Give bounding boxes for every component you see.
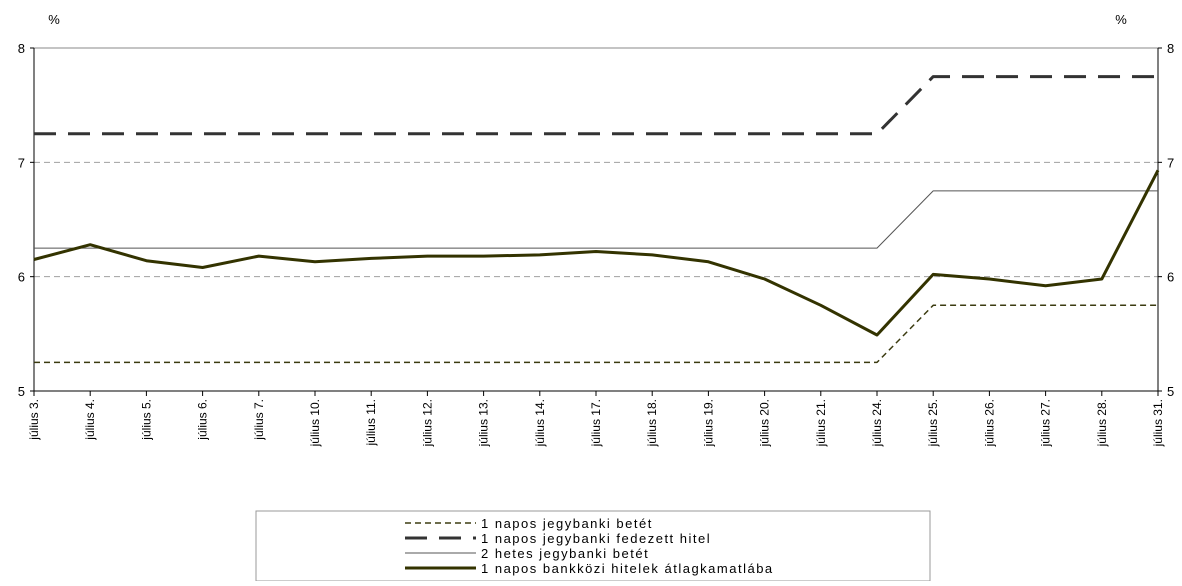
y-tick-label-left: 7 (18, 155, 25, 170)
x-tick-label: július 19. (701, 399, 715, 447)
x-tick-label: július 5. (139, 399, 153, 441)
series-line-4 (33, 169, 1160, 337)
y-tick-label-left: 5 (18, 384, 25, 399)
legend-box (255, 510, 931, 582)
axis-layer: % % 5 5 6 6 7 7 8 8 július 3. július 4. július 5. j… (18, 12, 1174, 447)
x-tick-label: július 17. (589, 399, 603, 447)
x-tick-label: július 10. (308, 399, 322, 447)
x-tick-label: július 18. (645, 399, 659, 447)
y-tick-label-right: 8 (1167, 41, 1174, 56)
y-tick-label-left: 6 (18, 270, 25, 285)
y-tick-label-left: 8 (18, 41, 25, 56)
y-axis-unit-right: % (1115, 12, 1127, 27)
x-tick-label: július 4. (83, 399, 97, 441)
x-tick-label: július 3. (27, 399, 41, 441)
y-tick-label-right: 7 (1167, 155, 1174, 170)
x-tick-label: július 14. (533, 399, 547, 447)
series-line-1 (34, 304, 1158, 364)
series-layer (33, 75, 1160, 364)
x-tick-label: július 11. (364, 399, 378, 446)
x-tick-label: július 27. (1039, 399, 1053, 447)
series-line-3 (34, 190, 1158, 249)
x-tick-label: július 31. (1151, 399, 1165, 447)
legend-label-2: 1 napos jegybanki fedezett hitel (481, 531, 711, 546)
x-tick-label: július 28. (1095, 399, 1109, 447)
legend-label-4: 1 napos bankközi hitelek átlagkamatlába (481, 561, 774, 576)
x-tick-label: július 25. (926, 399, 940, 447)
x-tick-label: július 20. (758, 399, 772, 447)
x-tick-label: július 6. (196, 399, 210, 441)
x-tick-label: július 13. (477, 399, 491, 447)
y-tick-label-right: 5 (1167, 384, 1174, 399)
legend-label-3: 2 hetes jegybanki betét (481, 546, 649, 561)
y-axis-unit-left: % (48, 12, 60, 27)
y-tick-label-right: 6 (1167, 270, 1174, 285)
x-tick-label: július 21. (814, 399, 828, 447)
x-tick-label: július 24. (870, 399, 884, 447)
legend-label-1: 1 napos jegybanki betét (481, 516, 653, 531)
x-tick-label: július 12. (420, 399, 434, 447)
series-line-2 (34, 75, 1158, 136)
grid-layer (34, 47, 1158, 392)
x-tick-label: július 7. (252, 399, 266, 441)
x-tick-label: július 26. (982, 399, 996, 447)
